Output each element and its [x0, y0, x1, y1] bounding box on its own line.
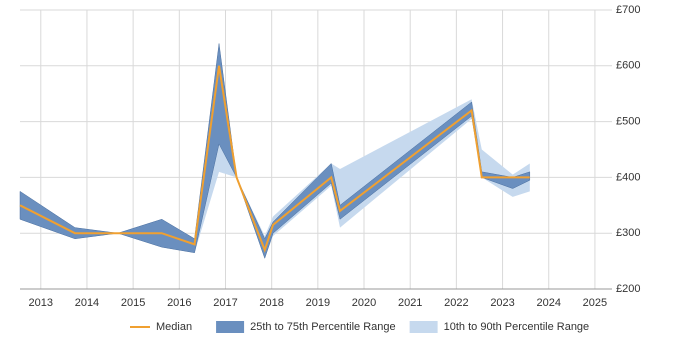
y-tick-label: £700 — [616, 4, 640, 16]
x-tick-label: 2022 — [444, 297, 468, 309]
x-tick-label: 2015 — [121, 297, 145, 309]
legend-label: 10th to 90th Percentile Range — [444, 321, 590, 333]
x-tick-label: 2014 — [75, 297, 99, 309]
y-tick-label: £400 — [616, 171, 640, 183]
x-tick-label: 2021 — [398, 297, 422, 309]
x-tick-label: 2013 — [29, 297, 53, 309]
legend-swatch — [216, 321, 245, 333]
x-tick-label: 2024 — [536, 297, 560, 309]
x-tick-label: 2020 — [352, 297, 376, 309]
x-tick-label: 2018 — [259, 297, 283, 309]
x-tick-label: 2017 — [213, 297, 237, 309]
x-tick-label: 2016 — [167, 297, 191, 309]
y-tick-label: £600 — [616, 60, 640, 72]
y-tick-label: £200 — [616, 283, 640, 295]
x-tick-label: 2019 — [306, 297, 330, 309]
y-tick-label: £300 — [616, 227, 640, 239]
legend-swatch — [409, 321, 438, 333]
plot-area — [20, 10, 612, 289]
legend-label: Median — [156, 321, 192, 333]
x-tick-label: 2023 — [490, 297, 514, 309]
median-line — [19, 65, 530, 253]
legend-label: 25th to 75th Percentile Range — [250, 321, 396, 333]
percentile-band — [20, 54, 530, 259]
x-tick-label: 2025 — [583, 297, 607, 309]
y-tick-label: £500 — [616, 116, 640, 128]
